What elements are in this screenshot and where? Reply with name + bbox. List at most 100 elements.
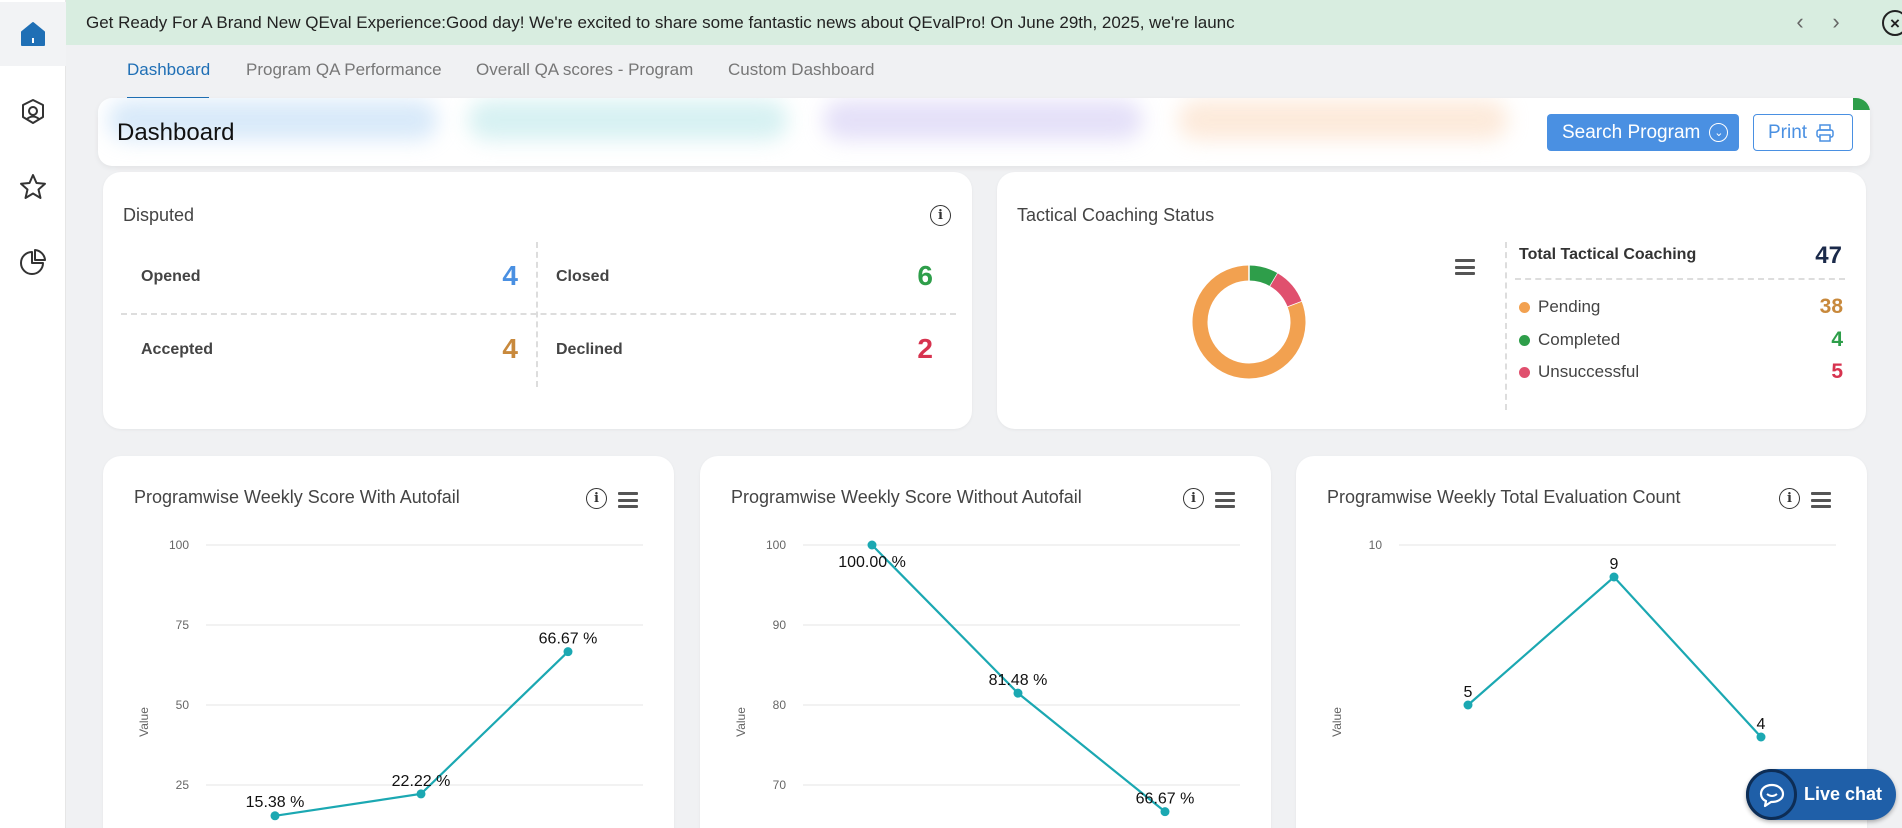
- accepted-label: Accepted: [141, 341, 214, 358]
- pie-chart-icon: [20, 249, 46, 275]
- decor-blob: [1178, 100, 1508, 140]
- y-tick-label: 50: [176, 698, 190, 712]
- chart-card-without-autofail: Programwise Weekly Score Without Autofai…: [700, 456, 1271, 828]
- y-tick-label: 10: [1369, 538, 1383, 552]
- dashboard-tabs: Dashboard Program QA Performance Overall…: [100, 45, 1872, 100]
- menu-icon[interactable]: [1811, 492, 1831, 508]
- donut-slice-pending[interactable]: [1192, 265, 1306, 379]
- total-coaching-value: 47: [1815, 242, 1842, 269]
- data-label: 22.22 %: [392, 773, 451, 790]
- data-label: 5: [1464, 684, 1473, 701]
- legend-label-completed: Completed: [1538, 330, 1621, 349]
- data-point[interactable]: [416, 789, 426, 799]
- legend-dot-pending: [1519, 302, 1530, 313]
- info-icon[interactable]: i: [1183, 488, 1204, 509]
- data-point[interactable]: [1013, 688, 1023, 698]
- legend-value-unsuccessful[interactable]: 5: [1831, 360, 1843, 383]
- closed-value[interactable]: 6: [917, 260, 933, 291]
- tab-program-qa-performance[interactable]: Program QA Performance: [246, 60, 442, 79]
- data-point[interactable]: [563, 647, 573, 657]
- home-icon: [21, 22, 45, 46]
- tab-overall-qa-scores[interactable]: Overall QA scores - Program: [476, 60, 694, 79]
- closed-label: Closed: [556, 268, 610, 285]
- disputed-card: Disputed i Opened 4 Closed 6 Accepted 4 …: [103, 172, 972, 429]
- legend-label-unsuccessful: Unsuccessful: [1538, 362, 1640, 381]
- data-label: 81.48 %: [989, 672, 1048, 689]
- disputed-title: Disputed: [123, 205, 195, 225]
- menu-icon[interactable]: [1215, 492, 1235, 508]
- chart-title: Programwise Weekly Total Evaluation Coun…: [1327, 487, 1681, 507]
- y-tick-label: 70: [773, 778, 787, 792]
- y-axis-label: Value: [1330, 707, 1344, 737]
- nav-favorites[interactable]: [0, 155, 66, 219]
- nav-home[interactable]: [0, 2, 66, 66]
- live-chat-button[interactable]: Live chat: [1746, 769, 1896, 820]
- data-point[interactable]: [867, 540, 877, 550]
- data-label: 9: [1610, 556, 1619, 573]
- y-axis-label: Value: [137, 707, 151, 737]
- y-tick-label: 25: [176, 778, 190, 792]
- donut-slice-completed[interactable]: [1248, 265, 1278, 287]
- menu-icon[interactable]: [1455, 259, 1475, 275]
- legend-value-completed[interactable]: 4: [1831, 328, 1843, 351]
- nav-settings[interactable]: [0, 80, 66, 144]
- legend-dot-unsuccessful: [1519, 367, 1530, 378]
- data-label: 66.67 %: [1136, 791, 1195, 808]
- line-chart: 70 80 90 100 Value 100.00 % 81.48 % 66.67 %: [734, 538, 1240, 817]
- line-chart: 25 50 75 100 Value 15.38 % 22.22 % 66.67 %: [137, 538, 643, 821]
- divider: [1505, 242, 1507, 410]
- decor-blob: [468, 100, 788, 140]
- banner-next-button[interactable]: ›: [1832, 9, 1840, 34]
- chart-title: Programwise Weekly Score Without Autofai…: [731, 487, 1082, 507]
- series-line: [1467, 575, 1762, 738]
- data-point[interactable]: [1463, 700, 1473, 710]
- y-tick-label: 80: [773, 698, 787, 712]
- print-button[interactable]: Print: [1753, 114, 1853, 151]
- gear-badge-icon: [22, 99, 44, 124]
- printer-icon: [1816, 123, 1834, 142]
- data-label: 100.00 %: [838, 554, 906, 571]
- data-point[interactable]: [1160, 807, 1170, 817]
- decor-blob: [823, 100, 1143, 140]
- y-tick-label: 90: [773, 618, 787, 632]
- decor-blob: [108, 100, 438, 140]
- search-program-button[interactable]: Search Program ⌄: [1547, 114, 1739, 151]
- dashboard-header: Dashboard Search Program ⌄ Print: [98, 98, 1870, 166]
- legend-dot-completed: [1519, 335, 1530, 346]
- legend-value-pending[interactable]: 38: [1819, 295, 1843, 318]
- info-icon[interactable]: i: [930, 205, 951, 226]
- total-coaching-label: Total Tactical Coaching: [1519, 246, 1697, 263]
- banner-close-button[interactable]: ×: [1882, 10, 1902, 36]
- page-title: Dashboard: [117, 119, 235, 146]
- info-icon[interactable]: i: [586, 488, 607, 509]
- live-chat-label: Live chat: [1804, 784, 1883, 804]
- divider: [1515, 278, 1845, 280]
- opened-value[interactable]: 4: [502, 260, 518, 291]
- opened-label: Opened: [141, 268, 201, 285]
- data-label: 66.67 %: [539, 631, 598, 648]
- donut-slice-unsuccessful[interactable]: [1269, 273, 1302, 308]
- banner-prev-button[interactable]: ‹: [1796, 9, 1804, 34]
- announcement-text: Get Ready For A Brand New QEval Experien…: [86, 13, 1235, 32]
- line-chart: 10 Value 5 9 4: [1330, 538, 1836, 742]
- tab-custom-dashboard[interactable]: Custom Dashboard: [728, 60, 875, 79]
- data-point[interactable]: [1756, 732, 1766, 742]
- info-icon[interactable]: i: [1779, 488, 1800, 509]
- nav-reports[interactable]: [0, 230, 66, 294]
- divider: [121, 313, 956, 315]
- y-axis-label: Value: [734, 707, 748, 737]
- tab-dashboard[interactable]: Dashboard: [127, 60, 211, 79]
- decor-corner: [1853, 98, 1870, 110]
- announcement-banner: Get Ready For A Brand New QEval Experien…: [66, 0, 1902, 45]
- y-tick-label: 75: [176, 618, 190, 632]
- data-point[interactable]: [1609, 572, 1619, 582]
- data-point[interactable]: [270, 811, 280, 821]
- accepted-value[interactable]: 4: [502, 333, 518, 364]
- data-label: 15.38 %: [246, 794, 305, 811]
- coaching-donut-chart[interactable]: [1184, 257, 1314, 387]
- y-tick-label: 100: [766, 538, 786, 552]
- declined-value[interactable]: 2: [917, 333, 933, 364]
- chart-title: Programwise Weekly Score With Autofail: [134, 487, 460, 507]
- menu-icon[interactable]: [618, 492, 638, 508]
- declined-label: Declined: [556, 341, 623, 358]
